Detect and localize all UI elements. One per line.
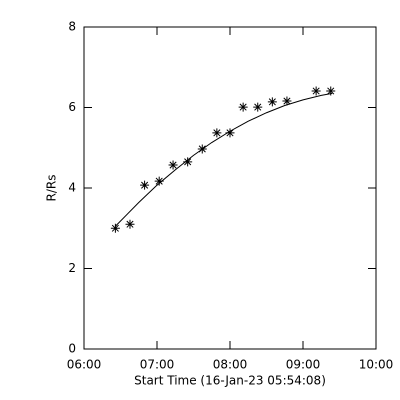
data-point (267, 97, 277, 107)
y-tick-label: 6 (68, 100, 76, 114)
data-point (253, 102, 263, 112)
data-point (140, 180, 150, 190)
data-point (238, 102, 248, 112)
data-point (326, 86, 336, 96)
y-tick-label: 8 (68, 20, 76, 34)
data-point (311, 86, 321, 96)
data-point (168, 160, 178, 170)
y-axis-label: R/Rs (45, 175, 59, 202)
data-point (282, 96, 292, 106)
x-tick-label: 08:00 (213, 358, 248, 372)
data-point (225, 128, 235, 138)
x-tick-label: 10:00 (359, 358, 394, 372)
y-tick-label: 4 (68, 181, 76, 195)
x-axis-label: Start Time (16-Jan-23 05:54:08) (134, 374, 326, 388)
data-point (154, 176, 164, 186)
data-point (125, 219, 135, 229)
data-point (212, 128, 222, 138)
x-tick-label: 06:00 (67, 358, 102, 372)
x-tick-label: 07:00 (140, 358, 175, 372)
x-tick-label: 09:00 (286, 358, 321, 372)
y-tick-label: 2 (68, 261, 76, 275)
y-tick-label: 0 (68, 342, 76, 356)
fit-line (115, 92, 333, 227)
data-point (110, 223, 120, 233)
plot-frame (83, 26, 377, 350)
data-point (197, 144, 207, 154)
data-point (183, 157, 193, 167)
